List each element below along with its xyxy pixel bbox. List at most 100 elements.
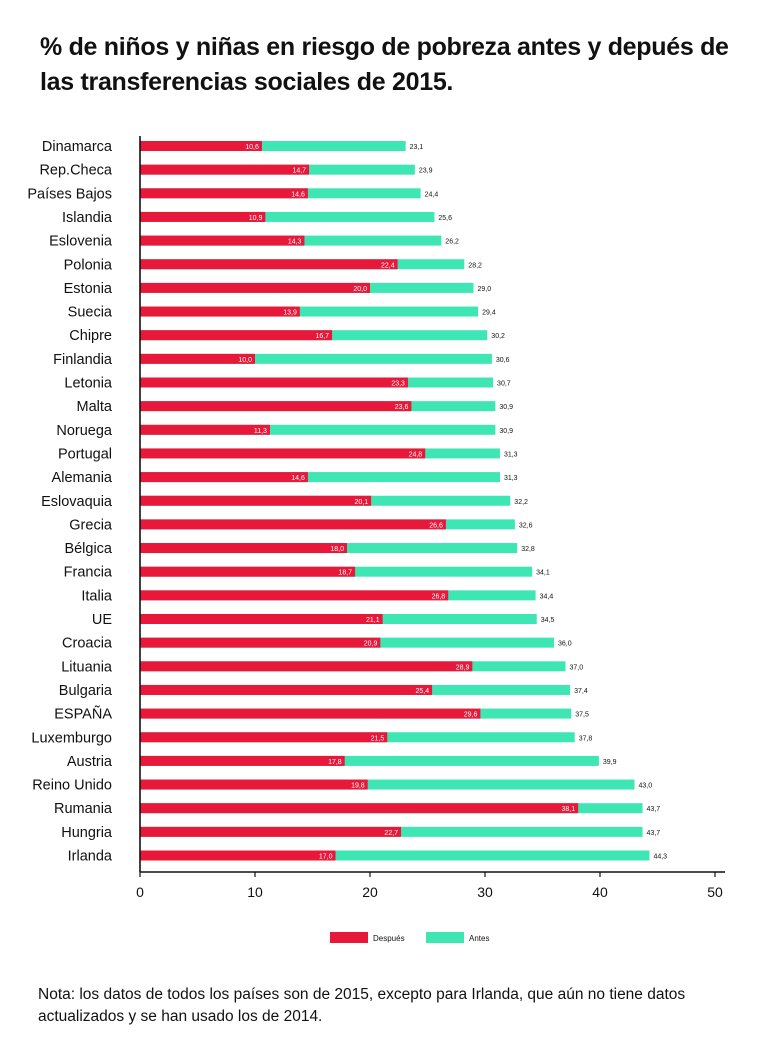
bar-antes — [140, 850, 650, 861]
bar-despues — [140, 401, 412, 412]
data-label-antes: 31,3 — [504, 451, 518, 458]
legend-swatch-despues — [330, 932, 368, 943]
bar-despues — [140, 188, 308, 199]
data-label-despues: 18,0 — [330, 546, 344, 553]
data-label-antes: 37,8 — [579, 735, 593, 742]
data-label-despues: 25,4 — [415, 688, 429, 695]
bar-antes — [140, 424, 496, 435]
category-label: Polonia — [64, 257, 113, 273]
category-label: Bulgaria — [59, 683, 113, 699]
data-label-despues: 13,9 — [283, 310, 297, 317]
bar-antes — [140, 306, 479, 317]
footnote: Nota: los datos de todos los países son … — [38, 986, 686, 1025]
category-label: Italia — [81, 588, 113, 604]
data-label-despues: 38,1 — [562, 806, 576, 813]
data-label-antes: 29,0 — [478, 286, 492, 293]
data-label-antes: 34,4 — [540, 593, 554, 600]
data-label-despues: 17,8 — [328, 759, 342, 766]
data-label-antes: 29,4 — [482, 310, 496, 317]
bar-despues — [140, 282, 370, 293]
category-label: Rep.Checa — [39, 163, 112, 179]
bar-despues — [140, 850, 336, 861]
bar-despues — [140, 637, 381, 648]
bar-despues — [140, 614, 383, 624]
data-label-despues: 28,9 — [456, 664, 470, 671]
data-label-despues: 22,7 — [384, 830, 398, 837]
data-label-despues: 10,9 — [249, 215, 263, 222]
data-label-antes: 30,6 — [496, 357, 510, 364]
data-label-antes: 30,9 — [499, 428, 513, 435]
category-label: Eslovaquia — [41, 494, 113, 510]
data-label-antes: 43,7 — [647, 830, 661, 837]
category-label: Austria — [67, 754, 113, 770]
data-label-antes: 43,0 — [639, 783, 653, 790]
legend-swatch-antes — [426, 932, 464, 943]
data-label-antes: 25,6 — [438, 215, 452, 222]
data-label-despues: 26,6 — [429, 522, 443, 529]
bar-despues — [140, 543, 347, 554]
bar-despues — [140, 377, 408, 388]
category-label: Lituania — [61, 659, 113, 675]
bar-antes — [140, 211, 435, 222]
bar-despues — [140, 684, 433, 695]
data-label-antes: 32,6 — [519, 522, 533, 529]
data-label-despues: 14,6 — [291, 191, 305, 198]
x-tick-label: 0 — [136, 884, 144, 900]
data-label-antes: 26,2 — [445, 239, 459, 246]
bar-despues — [140, 519, 446, 530]
data-label-despues: 21,5 — [371, 735, 385, 742]
bar-despues — [140, 779, 368, 790]
data-label-antes: 30,7 — [497, 381, 511, 388]
bar-antes — [140, 779, 635, 790]
category-label: Reino Unido — [32, 778, 112, 794]
data-label-despues: 22,4 — [381, 262, 395, 269]
data-label-antes: 31,3 — [504, 475, 518, 482]
data-label-despues: 20,0 — [353, 286, 367, 293]
data-label-antes: 23,9 — [419, 168, 433, 175]
category-label: Malta — [77, 399, 113, 415]
bar-despues — [140, 330, 333, 341]
data-label-antes: 30,2 — [491, 333, 505, 340]
bar-despues — [140, 164, 310, 175]
data-label-antes: 39,9 — [603, 759, 617, 766]
data-label-despues: 23,3 — [391, 381, 405, 388]
data-label-antes: 44,3 — [653, 854, 667, 861]
category-label: Portugal — [58, 446, 112, 462]
category-label: Francia — [64, 565, 113, 581]
bar-despues — [140, 495, 372, 506]
data-label-antes: 34,1 — [536, 570, 550, 577]
category-label: ESPAÑA — [54, 706, 112, 723]
bar-despues — [140, 732, 388, 743]
data-label-despues: 10,6 — [245, 144, 259, 151]
x-tick-label: 20 — [362, 884, 378, 900]
category-label: Eslovenia — [49, 234, 113, 250]
category-label: Alemania — [52, 470, 113, 486]
category-label: Luxemburgo — [31, 730, 112, 746]
category-label: Suecia — [68, 305, 113, 321]
category-label: Grecia — [69, 517, 113, 533]
data-label-despues: 14,3 — [288, 239, 302, 246]
x-tick-label: 10 — [247, 884, 263, 900]
x-tick-label: 50 — [707, 884, 723, 900]
data-label-despues: 19,8 — [351, 783, 365, 790]
category-label: Dinamarca — [42, 139, 113, 155]
bar-despues — [140, 803, 579, 814]
bar-despues — [140, 755, 345, 766]
x-tick-label: 40 — [592, 884, 608, 900]
data-label-despues: 20,1 — [355, 499, 369, 506]
category-label: Hungria — [61, 825, 113, 841]
data-label-antes: 30,9 — [499, 404, 513, 411]
bar-despues — [140, 141, 262, 151]
bar-antes — [140, 141, 406, 151]
data-label-despues: 23,6 — [395, 404, 409, 411]
data-label-despues: 17,0 — [319, 854, 333, 861]
bar-despues — [140, 424, 270, 435]
bar-despues — [140, 661, 473, 672]
bar-despues — [140, 235, 305, 246]
legend-label-despues: Después — [373, 934, 405, 943]
data-label-despues: 29,6 — [464, 712, 478, 719]
category-label: Chipre — [69, 328, 112, 344]
data-label-antes: 43,7 — [647, 806, 661, 813]
bar-despues — [140, 448, 426, 459]
bar-despues — [140, 566, 356, 577]
